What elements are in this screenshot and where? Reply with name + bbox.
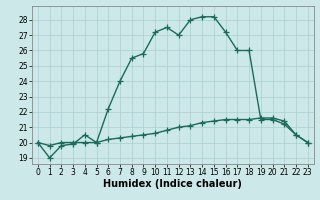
X-axis label: Humidex (Indice chaleur): Humidex (Indice chaleur) (103, 179, 242, 189)
